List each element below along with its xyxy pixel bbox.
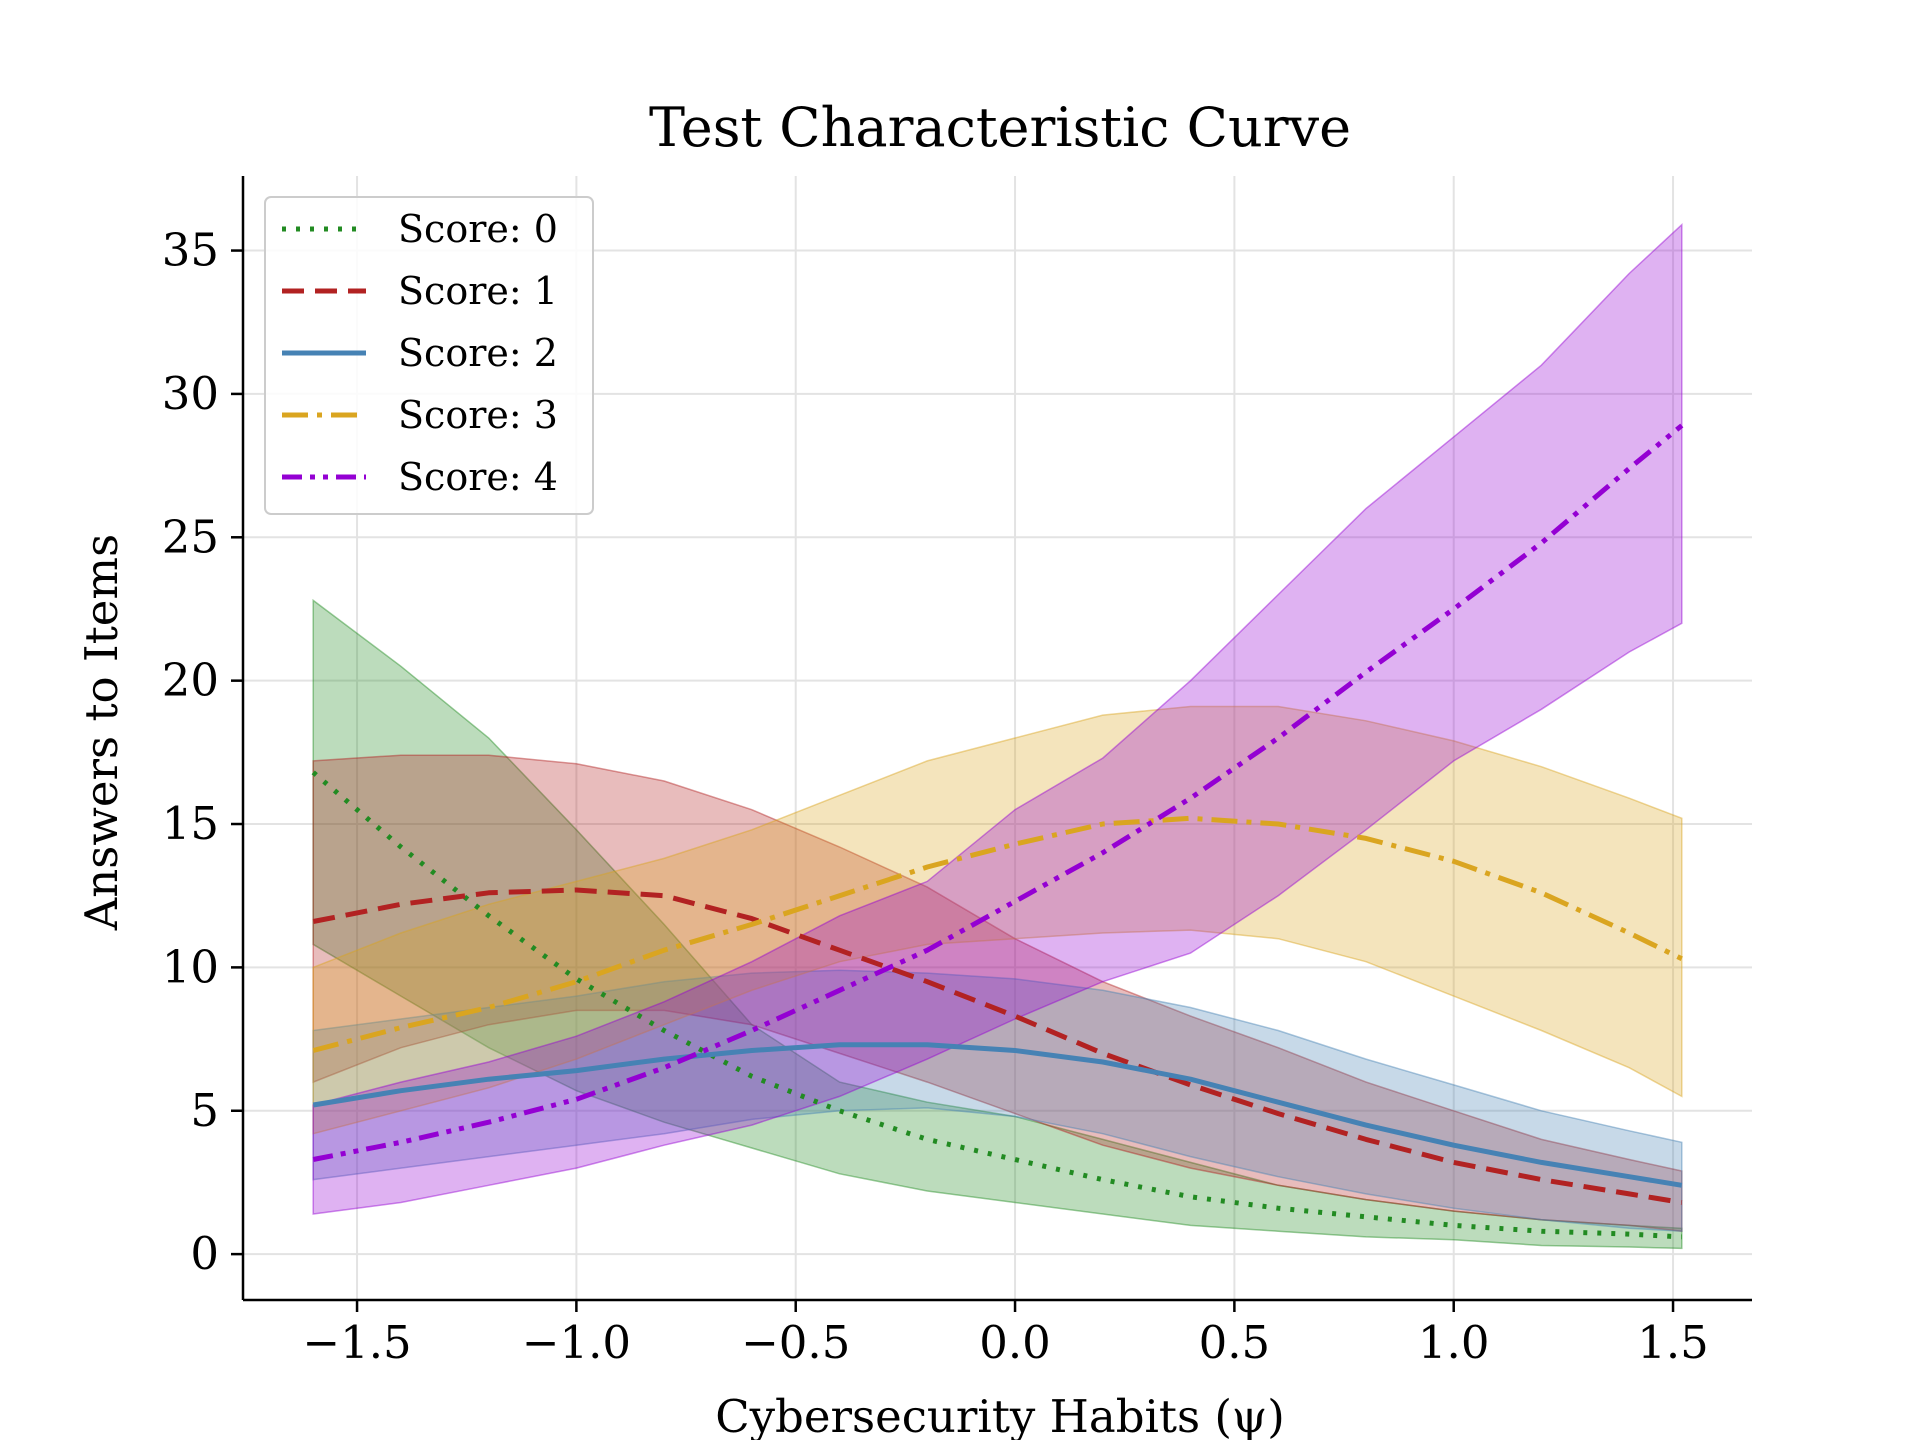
y-tick-label-6: 30	[162, 367, 219, 420]
band-score-3	[312, 705, 1683, 1135]
line-score-2	[312, 1042, 1683, 1188]
x-axis-label: Cybersecurity Habits (ψ)	[715, 1390, 1285, 1440]
band-score-2	[312, 969, 1683, 1232]
y-tick-label-0: 0	[190, 1227, 219, 1280]
x-tick-label-2: −0.5	[741, 1316, 850, 1369]
band-score-1	[312, 754, 1683, 1233]
y-tick-label-2: 10	[162, 940, 219, 993]
legend-label-0: Score: 0	[398, 207, 558, 251]
x-tick-label-0: −1.5	[302, 1316, 411, 1369]
band-score-0	[312, 598, 1683, 1250]
x-tick-label-3: 0.0	[979, 1316, 1051, 1369]
confidence-bands	[312, 222, 1683, 1250]
band-score-4	[312, 222, 1683, 1215]
line-score-1	[312, 887, 1683, 1205]
legend-label-3: Score: 3	[398, 393, 558, 437]
x-ticks: −1.5 −1.0 −0.5 0.0 0.5 1.0 1.5	[302, 1300, 1709, 1369]
y-axis-label: Answers to Items	[75, 534, 128, 931]
x-tick-label-4: 0.5	[1199, 1316, 1271, 1369]
y-tick-label-3: 15	[162, 797, 219, 850]
y-ticks: 0 5 10 15 20 25 30 35	[162, 224, 243, 1280]
y-tick-label-1: 5	[190, 1084, 219, 1137]
x-tick-label-1: −1.0	[522, 1316, 631, 1369]
y-tick-label-4: 20	[162, 654, 219, 707]
legend-frame	[264, 196, 594, 515]
legend-label-1: Score: 1	[398, 269, 558, 313]
axes	[241, 176, 1752, 1302]
grid	[243, 176, 1752, 1300]
y-tick-label-5: 25	[162, 510, 219, 563]
x-tick-label-6: 1.5	[1637, 1316, 1709, 1369]
chart-title: Test Characteristic Curve	[649, 96, 1351, 159]
x-tick-label-5: 1.0	[1418, 1316, 1490, 1369]
y-tick-label-7: 35	[162, 224, 219, 277]
series-lines	[311, 423, 1684, 1240]
legend: Score: 0 Score: 1 Score: 2 Score: 3 Score: 4	[264, 196, 594, 515]
legend-label-4: Score: 4	[398, 455, 558, 499]
legend-label-2: Score: 2	[398, 331, 558, 375]
